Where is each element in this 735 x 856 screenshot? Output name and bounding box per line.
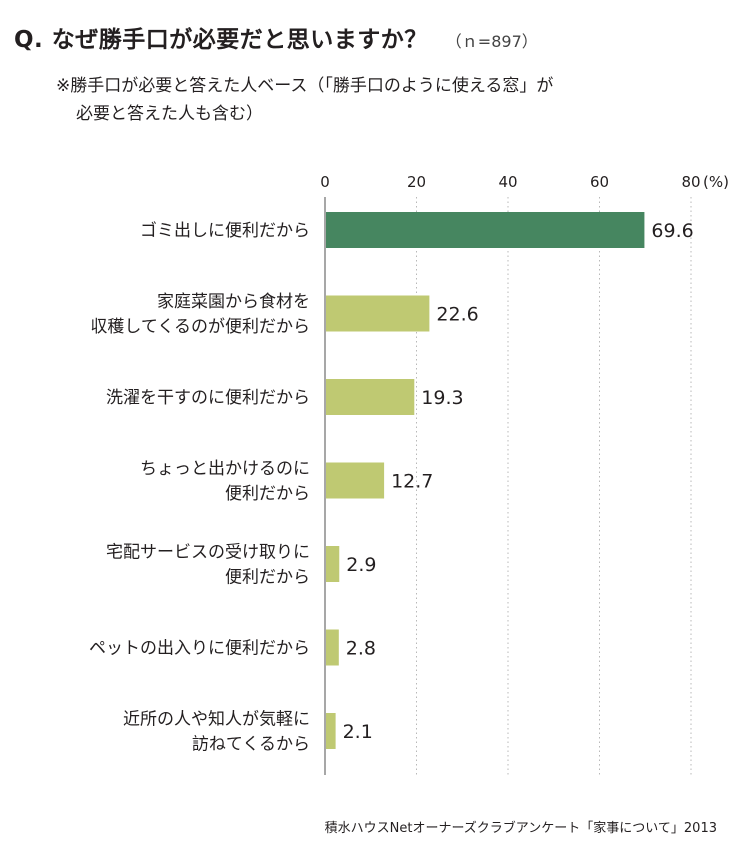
tick-label: 0 bbox=[320, 173, 330, 191]
tick-label: 20 bbox=[407, 173, 426, 191]
grid-lines bbox=[324, 197, 692, 775]
bar bbox=[326, 462, 385, 499]
data-label: 22.6 bbox=[436, 304, 478, 326]
bar bbox=[326, 546, 340, 582]
base-note-line2: 必要と答えた人も含む） bbox=[76, 104, 263, 124]
bar bbox=[326, 295, 430, 332]
sample-size: （ｎ=897） bbox=[445, 32, 538, 51]
bar bbox=[326, 379, 415, 415]
data-label: 12.7 bbox=[391, 471, 433, 493]
value-labels: 69.6 22.6 19.3 12.7 2.9 2.8 2.1 bbox=[343, 220, 694, 743]
category-label: 家庭菜園から食材を bbox=[157, 292, 310, 312]
category-label: ちょっと出かけるのに bbox=[140, 459, 310, 479]
bar bbox=[326, 212, 645, 248]
category-label: 宅配サービスの受け取りに bbox=[106, 543, 310, 563]
data-label: 19.3 bbox=[421, 387, 463, 409]
data-label: 2.9 bbox=[346, 554, 376, 576]
category-label: 近所の人や知人が気軽に bbox=[123, 710, 310, 730]
tick-label: 80 bbox=[681, 173, 700, 191]
data-label: 2.1 bbox=[343, 721, 373, 743]
axis-ticks: 0 20 40 60 80 (%) bbox=[320, 173, 729, 191]
tick-label: 60 bbox=[590, 173, 609, 191]
base-note-line1: ※勝手口が必要と答えた人ベース（「勝手口のように使える窓」が bbox=[56, 76, 554, 96]
bars bbox=[326, 212, 645, 749]
unit-label: (%) bbox=[703, 173, 729, 191]
tick-label: 40 bbox=[498, 173, 517, 191]
category-label: 訪ねてくるから bbox=[192, 735, 310, 755]
category-label: ゴミ出しに便利だから bbox=[140, 220, 310, 241]
chart-title: Q. なぜ勝手口が必要だと思いますか？ bbox=[14, 27, 428, 53]
data-label: 2.8 bbox=[346, 638, 376, 660]
category-labels: ゴミ出しに便利だから家庭菜園から食材を収穫してくるのが便利だから洗濯を干すのに便… bbox=[89, 220, 310, 755]
category-label: 便利だから bbox=[225, 484, 310, 504]
bar bbox=[326, 713, 336, 749]
title-row: Q. なぜ勝手口が必要だと思いますか？ （ｎ=897） bbox=[14, 20, 538, 54]
data-label: 69.6 bbox=[651, 220, 693, 242]
category-label: 便利だから bbox=[225, 568, 310, 588]
category-label: 収穫してくるのが便利だから bbox=[90, 317, 310, 337]
bar bbox=[326, 629, 339, 666]
category-label: 洗濯を干すのに便利だから bbox=[106, 388, 310, 408]
source-note: 積水ハウスNetオーナーズクラブアンケート「家事について」2013 bbox=[324, 821, 717, 836]
base-note: ※勝手口が必要と答えた人ベース（「勝手口のように使える窓」が 必要と答えた人も含… bbox=[56, 72, 696, 128]
category-label: ペットの出入りに便利だから bbox=[89, 639, 310, 659]
